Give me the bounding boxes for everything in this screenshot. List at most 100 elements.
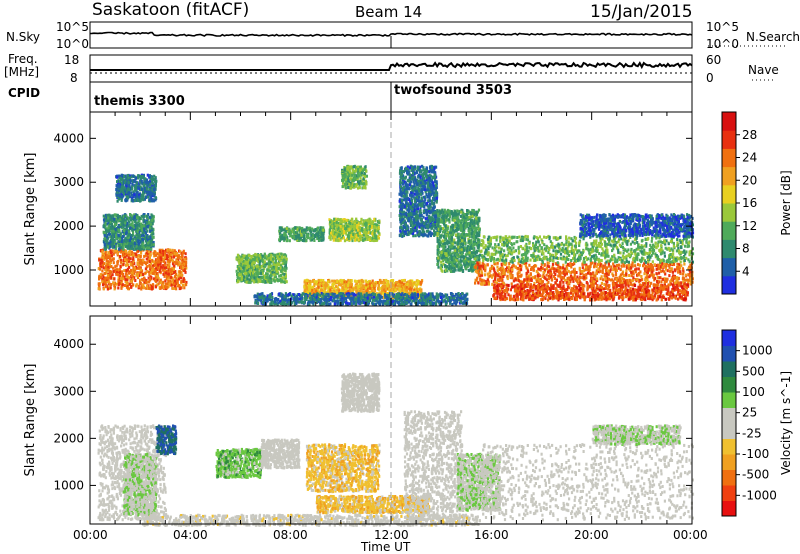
data-cell (145, 251, 149, 255)
data-cell (163, 259, 166, 263)
data-cell (138, 282, 141, 286)
data-cell (159, 250, 162, 254)
data-cell (270, 260, 273, 264)
data-cell (139, 175, 143, 178)
data-cell (152, 228, 155, 232)
data-cell (242, 259, 245, 263)
data-cell (249, 266, 252, 270)
data-cell (127, 239, 130, 243)
data-cell (357, 280, 361, 284)
data-cell (149, 194, 152, 198)
data-cell (112, 257, 115, 261)
data-cell (240, 255, 243, 259)
data-cell (310, 233, 313, 237)
data-cell (124, 181, 127, 185)
data-cell (364, 286, 367, 290)
data-cell (123, 269, 126, 273)
data-cell (144, 214, 147, 218)
data-cell (343, 230, 346, 233)
data-cell (242, 266, 245, 270)
data-cell (140, 228, 144, 232)
data-cell (154, 253, 157, 257)
data-cell (363, 175, 367, 179)
data-cell (144, 271, 147, 275)
data-cell (117, 286, 120, 290)
data-cell (150, 287, 154, 291)
data-cell (109, 217, 112, 221)
data-cell (358, 168, 362, 172)
data-cell (123, 190, 127, 194)
data-cell (123, 242, 126, 246)
data-cell (149, 267, 152, 271)
data-cell (376, 227, 379, 231)
data-cell (142, 215, 145, 219)
data-cell (253, 261, 256, 265)
data-cell (101, 249, 104, 253)
data-cell (162, 286, 165, 290)
data-cell (348, 221, 351, 225)
data-cell (102, 275, 105, 279)
data-cell (147, 250, 150, 254)
data-cell (178, 249, 181, 253)
data-cell (158, 269, 161, 273)
data-cell (283, 254, 286, 258)
data-cell (357, 171, 360, 175)
data-cell (137, 223, 140, 227)
data-cell (116, 199, 119, 203)
data-cell (133, 276, 136, 280)
data-cell (410, 283, 413, 287)
data-cell (160, 259, 163, 263)
data-cell (134, 234, 137, 238)
data-cell (128, 195, 131, 199)
data-cell (282, 268, 285, 272)
data-cell (359, 235, 362, 239)
data-cell (142, 278, 145, 282)
data-cell (236, 255, 240, 259)
freq-panel (89, 54, 693, 83)
data-cell (329, 288, 332, 292)
data-cell (185, 257, 188, 261)
data-cell (416, 279, 419, 283)
data-cell (252, 266, 255, 270)
data-cell (166, 273, 169, 277)
data-cell (117, 174, 120, 178)
data-cell (135, 273, 138, 277)
data-cell (141, 277, 144, 281)
data-cell (149, 265, 152, 269)
data-cell (136, 243, 139, 247)
data-cell (182, 264, 185, 268)
data-cell (131, 187, 134, 191)
data-cell (151, 182, 154, 186)
data-cell (116, 268, 119, 272)
data-cell (108, 255, 111, 259)
data-cell (111, 235, 115, 239)
data-cell (281, 262, 284, 266)
data-cell (135, 216, 139, 220)
data-cell (104, 268, 107, 272)
data-cell (149, 243, 152, 247)
data-cell (114, 246, 118, 250)
data-cell (157, 260, 161, 264)
data-cell (148, 174, 151, 178)
data-cell (357, 174, 360, 178)
data-cell (239, 273, 242, 277)
data-cell (133, 270, 136, 274)
data-cell (143, 227, 146, 230)
data-cell (125, 182, 128, 186)
data-cell (386, 284, 389, 288)
data-cell (277, 266, 280, 270)
data-cell (146, 236, 149, 240)
data-cell (162, 280, 165, 284)
data-cell (172, 255, 175, 259)
data-cell (403, 285, 406, 288)
data-cell (120, 181, 124, 185)
data-cell (128, 183, 131, 187)
data-cell (140, 179, 143, 183)
data-cell (131, 224, 135, 228)
data-cell (147, 244, 150, 248)
data-cell (127, 286, 130, 290)
data-cell (112, 266, 115, 270)
data-cell (139, 198, 142, 202)
data-cell (178, 275, 181, 279)
